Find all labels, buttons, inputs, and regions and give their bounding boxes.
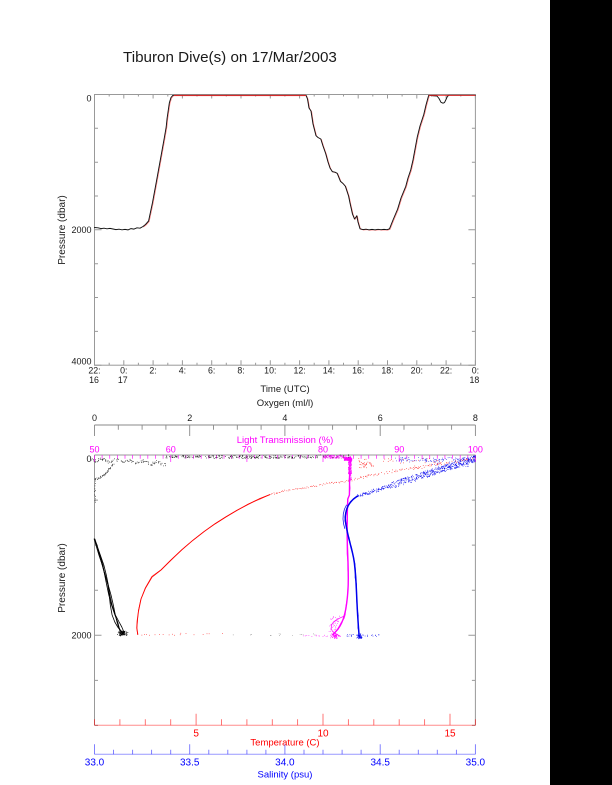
svg-text:Oxygen (ml/l): Oxygen (ml/l) [257, 398, 313, 409]
svg-text:0:: 0: [120, 366, 127, 376]
svg-text:6: 6 [378, 413, 383, 423]
svg-text:50: 50 [89, 444, 99, 454]
svg-text:2000: 2000 [71, 225, 91, 235]
svg-text:60: 60 [166, 444, 176, 454]
svg-text:12:: 12: [293, 366, 305, 376]
svg-text:100: 100 [468, 444, 483, 454]
svg-text:Pressure (dbar): Pressure (dbar) [57, 195, 68, 264]
svg-text:Pressure (dbar): Pressure (dbar) [57, 543, 68, 612]
svg-text:35.0: 35.0 [466, 757, 486, 768]
svg-text:4: 4 [282, 413, 287, 423]
svg-text:8:: 8: [237, 366, 244, 376]
svg-text:0:: 0: [472, 366, 479, 376]
svg-text:34.0: 34.0 [275, 757, 295, 768]
svg-text:90: 90 [394, 444, 404, 454]
svg-text:18:: 18: [381, 366, 393, 376]
svg-text:5: 5 [193, 729, 199, 740]
svg-text:8: 8 [473, 413, 478, 423]
svg-text:2:: 2: [149, 366, 156, 376]
svg-text:15: 15 [444, 729, 456, 740]
svg-text:2000: 2000 [71, 631, 91, 641]
svg-text:70: 70 [242, 444, 252, 454]
svg-text:22:: 22: [88, 366, 100, 376]
svg-text:Temperature (C): Temperature (C) [250, 738, 319, 749]
svg-text:80: 80 [318, 444, 328, 454]
svg-text:2: 2 [187, 413, 192, 423]
svg-text:0: 0 [92, 413, 97, 423]
svg-text:22:: 22: [440, 366, 452, 376]
svg-text:10: 10 [317, 729, 329, 740]
svg-text:4000: 4000 [71, 356, 91, 366]
svg-text:34.5: 34.5 [370, 757, 390, 768]
svg-text:16: 16 [89, 375, 99, 385]
svg-text:Time (UTC): Time (UTC) [260, 384, 309, 395]
svg-text:6:: 6: [208, 366, 215, 376]
svg-text:17: 17 [118, 375, 128, 385]
svg-text:Tiburon Dive(s) on 17/Mar/2003: Tiburon Dive(s) on 17/Mar/2003 [123, 49, 337, 66]
svg-text:16:: 16: [352, 366, 364, 376]
svg-text:0: 0 [86, 93, 91, 103]
svg-text:4:: 4: [179, 366, 186, 376]
svg-text:18: 18 [470, 375, 480, 385]
svg-text:14:: 14: [323, 366, 335, 376]
svg-text:20:: 20: [411, 366, 423, 376]
svg-text:33.5: 33.5 [180, 757, 200, 768]
svg-text:Light Transmission (%): Light Transmission (%) [237, 435, 334, 446]
svg-text:10:: 10: [264, 366, 276, 376]
svg-text:0: 0 [86, 454, 91, 464]
svg-text:33.0: 33.0 [85, 757, 105, 768]
svg-text:Salinity (psu): Salinity (psu) [258, 770, 313, 781]
